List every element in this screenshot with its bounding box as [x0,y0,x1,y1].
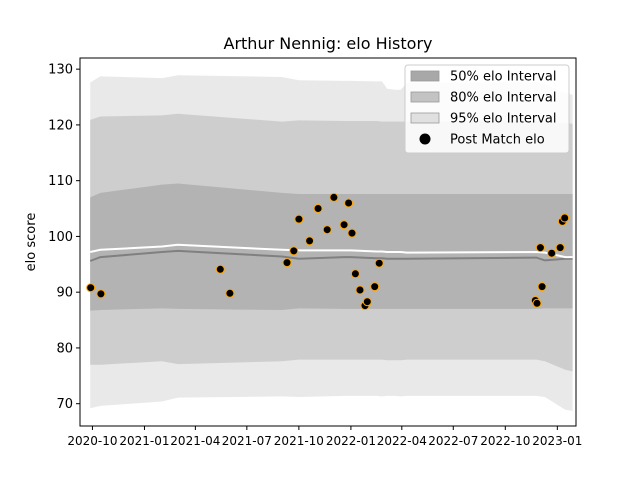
legend-swatch [410,91,440,103]
post-match-point [215,264,225,274]
legend-swatch [410,112,440,124]
post-match-point [329,192,339,202]
x-tick-label: 2021-10 [274,434,324,448]
x-tick-label: 2023-01 [532,434,582,448]
plot-area [79,57,577,427]
post-match-point [535,243,545,253]
post-match-point [86,283,96,293]
post-match-point [537,282,547,292]
legend-swatch [410,70,440,82]
post-match-point [547,248,557,258]
chart-title: Arthur Nennig: elo History [224,34,433,53]
legend-label: 95% elo Interval [450,112,557,127]
y-axis-label: elo score [24,213,39,272]
post-match-point [294,214,304,224]
y-axis: 70 80 90 100 110 120 130 [48,63,80,412]
x-tick-label: 2021-07 [222,434,272,448]
post-match-point [555,243,565,253]
y-tick-label: 90 [56,286,73,301]
post-match-point [305,236,315,246]
x-axis: 2020-10 2021-01 2021-04 2021-07 2021-10 2022-… [67,426,582,448]
post-match-point [350,269,360,279]
legend-box [404,64,570,154]
interval-bands [90,75,573,411]
x-tick-label: 2021-04 [170,434,220,448]
y-tick-label: 80 [56,341,73,356]
post-match-point [282,258,292,268]
x-tick-label: 2021-01 [119,434,169,448]
legend-label: 50% elo Interval [450,70,557,85]
y-tick-label: 100 [48,230,73,245]
legend-marker [419,133,431,145]
x-tick-label: 2020-10 [67,434,117,448]
trend-lines [89,243,573,262]
post-match-point [96,289,106,299]
x-tick-label: 2022-07 [428,434,478,448]
post-match-point [322,225,332,235]
legend: 50% elo Interval 80% elo Interval 95% elo … [404,64,570,154]
post-match-point [370,282,380,292]
x-tick-label: 2022-10 [480,434,530,448]
post-match-point [289,246,299,256]
legend-label: 80% elo Interval [450,91,557,106]
post-match-point [362,297,372,307]
post-match-point [347,228,357,238]
post-match-point [339,220,349,230]
x-tick-label: 2022-04 [377,434,427,448]
post-match-point [532,298,542,308]
y-tick-label: 70 [56,397,73,412]
post-match-point [225,288,235,298]
post-match-line [89,243,573,259]
y-tick-label: 130 [48,63,73,78]
y-tick-label: 110 [48,174,73,189]
post-match-point [355,285,365,295]
post-match-point [313,204,323,213]
post-match-point [344,198,354,208]
data-points [86,192,570,311]
legend-label: Post Match elo [450,133,545,148]
plot-frame [79,57,577,427]
x-tick-label: 2022-01 [326,434,376,448]
mean-line [89,249,573,262]
post-match-point [374,258,384,268]
post-match-point [560,213,570,223]
y-tick-label: 120 [48,118,73,133]
band-50-percent [90,183,573,311]
